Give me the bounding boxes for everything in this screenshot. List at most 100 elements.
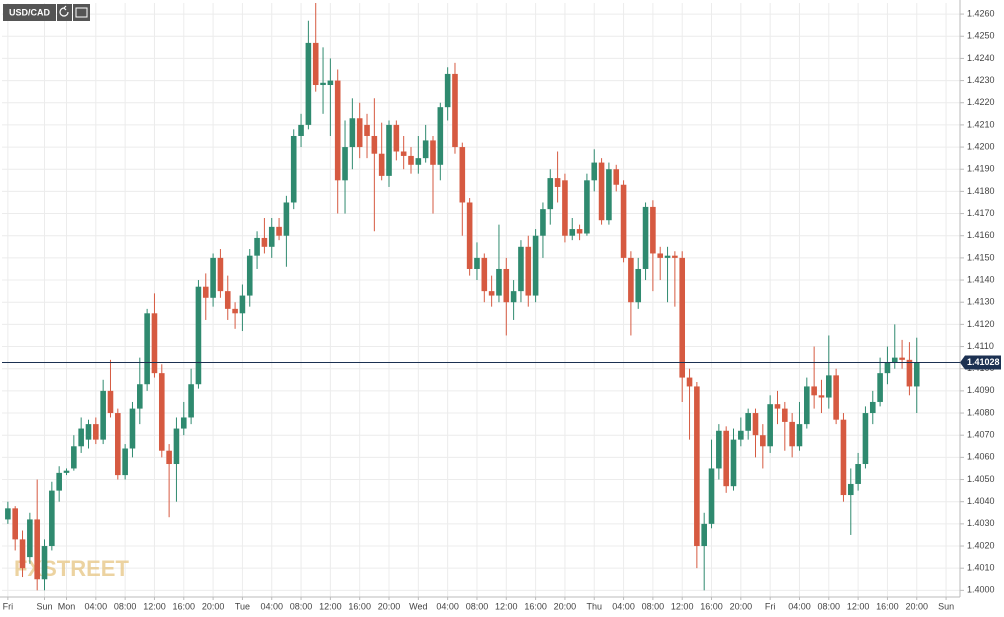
candle-body (71, 446, 77, 469)
y-tick-label: 1.4240 (967, 53, 995, 63)
x-tick-label: 08:00 (290, 601, 313, 611)
candle-body (290, 135, 297, 203)
y-tick-label: 1.4230 (967, 75, 995, 85)
y-tick-label: 1.4140 (967, 274, 995, 284)
x-tick-label: Fri (3, 601, 14, 611)
candle-body (232, 308, 238, 314)
candle-body (899, 357, 905, 360)
candle-body (195, 286, 202, 385)
candle-body (378, 153, 385, 176)
candle-body (342, 147, 348, 181)
candle-body (312, 42, 319, 86)
candle-body (430, 140, 436, 165)
candle-body (525, 246, 532, 296)
y-tick-label: 1.4210 (967, 119, 995, 129)
candle-body (364, 124, 370, 136)
candle-body (862, 413, 869, 465)
candle-body (796, 424, 803, 447)
candle-body (136, 384, 143, 409)
candle-body (481, 257, 488, 292)
candle-body (327, 80, 334, 86)
y-tick-label: 1.4120 (967, 319, 995, 329)
candle-body (913, 362, 920, 387)
candle-body (510, 291, 517, 303)
x-tick-label: 20:00 (378, 601, 401, 611)
candle-body (686, 377, 693, 387)
y-tick-label: 1.4170 (967, 208, 995, 218)
candle-body (41, 546, 48, 580)
candle-body (63, 470, 70, 473)
candle-body (811, 386, 817, 396)
y-tick-label: 1.4110 (967, 341, 994, 351)
candle-body (466, 202, 473, 269)
x-tick-label: 08:00 (466, 601, 489, 611)
x-tick-label: 12:00 (143, 601, 166, 611)
candle-body (474, 257, 480, 269)
candle-body (386, 124, 392, 176)
candle-body (166, 450, 172, 465)
candle-body (730, 439, 737, 487)
candle-body (239, 295, 246, 314)
candle-body (891, 357, 898, 363)
x-tick-label: 08:00 (642, 601, 665, 611)
candle-body (320, 82, 326, 86)
x-tick-label: 04:00 (788, 601, 811, 611)
y-tick-label: 1.4250 (967, 31, 995, 41)
candle-body (400, 151, 407, 156)
y-tick-label: 1.4080 (967, 407, 995, 417)
x-tick-label: 12:00 (671, 601, 694, 611)
candle-body (210, 257, 216, 298)
candle-body (78, 428, 84, 447)
candle-body (708, 468, 715, 524)
x-tick-label: 04:00 (260, 601, 283, 611)
y-tick-label: 1.4070 (967, 430, 995, 440)
candle-body (620, 184, 627, 258)
candle-body (56, 472, 62, 491)
candle-body (745, 413, 751, 431)
candle-body (27, 519, 33, 558)
candle-body (906, 359, 913, 387)
x-tick-label: 12:00 (847, 601, 870, 611)
candle-body (283, 202, 290, 236)
candle-body (642, 206, 649, 269)
x-tick-label: Thu (586, 601, 602, 611)
candle-body (562, 180, 568, 236)
candle-body (151, 313, 158, 374)
y-tick-label: 1.4190 (967, 164, 995, 174)
candle-body (782, 408, 788, 422)
x-tick-label: 20:00 (554, 601, 577, 611)
candle-body (547, 178, 554, 210)
candle-body (224, 291, 231, 309)
candle-body (679, 257, 686, 378)
chart-type-icon (75, 7, 88, 18)
candle-body (554, 178, 561, 187)
candle-body (723, 430, 729, 487)
candle-body (268, 226, 275, 247)
x-tick-label: Fri (765, 601, 776, 611)
candle-body (789, 421, 795, 447)
y-tick-label: 1.4010 (967, 563, 995, 573)
candle-body (393, 124, 400, 152)
candle-body (452, 73, 458, 148)
y-tick-label: 1.4050 (967, 474, 995, 484)
candle-body (701, 523, 707, 547)
last-price-box (960, 355, 1001, 370)
candle-body (855, 464, 861, 484)
candle-body (422, 140, 429, 159)
candle-body (173, 428, 180, 465)
candle-body (129, 408, 136, 449)
candle-body (415, 158, 422, 165)
candle-body (738, 430, 744, 440)
candle-body (716, 430, 722, 469)
symbol-label: USD/CAD (9, 7, 51, 17)
candle-body (34, 519, 40, 580)
y-tick-label: 1.4160 (967, 230, 995, 240)
x-tick-label: Tue (235, 601, 250, 611)
refresh-button[interactable] (57, 4, 72, 21)
candle-body (49, 490, 55, 547)
watermark: FXSTREET (14, 556, 129, 581)
candle-body (869, 401, 876, 414)
candle-body (408, 155, 414, 165)
candle-body (628, 257, 634, 303)
